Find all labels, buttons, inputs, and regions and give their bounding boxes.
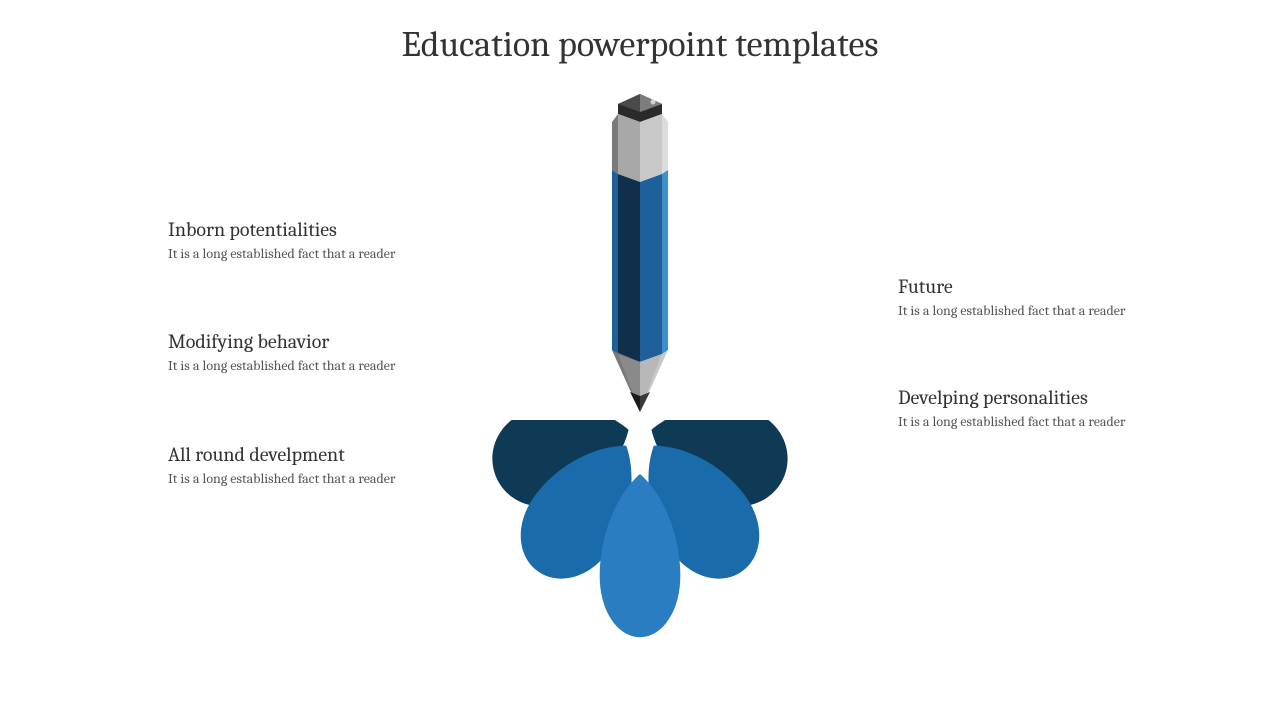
item-heading: Future <box>898 275 1148 298</box>
petals-graphic <box>420 420 860 710</box>
item-body: It is a long established fact that a rea… <box>168 245 418 264</box>
item-body: It is a long established fact that a rea… <box>168 470 418 489</box>
left-item-2: Modifying behavior It is a long establis… <box>168 330 418 376</box>
pencil-graphic <box>598 92 682 432</box>
item-body: It is a long established fact that a rea… <box>168 357 418 376</box>
item-heading: All round develpment <box>168 443 418 466</box>
item-heading: Develping personalities <box>898 386 1148 409</box>
right-item-1: Future It is a long established fact tha… <box>898 275 1148 321</box>
item-body: It is a long established fact that a rea… <box>898 302 1148 321</box>
item-body: It is a long established fact that a rea… <box>898 413 1148 432</box>
right-item-2: Develping personalities It is a long est… <box>898 386 1148 432</box>
left-item-1: Inborn potentialities It is a long estab… <box>168 218 418 264</box>
item-heading: Inborn potentialities <box>168 218 418 241</box>
item-heading: Modifying behavior <box>168 330 418 353</box>
left-item-3: All round develpment It is a long establ… <box>168 443 418 489</box>
page-title: Education powerpoint templates <box>0 24 1280 65</box>
